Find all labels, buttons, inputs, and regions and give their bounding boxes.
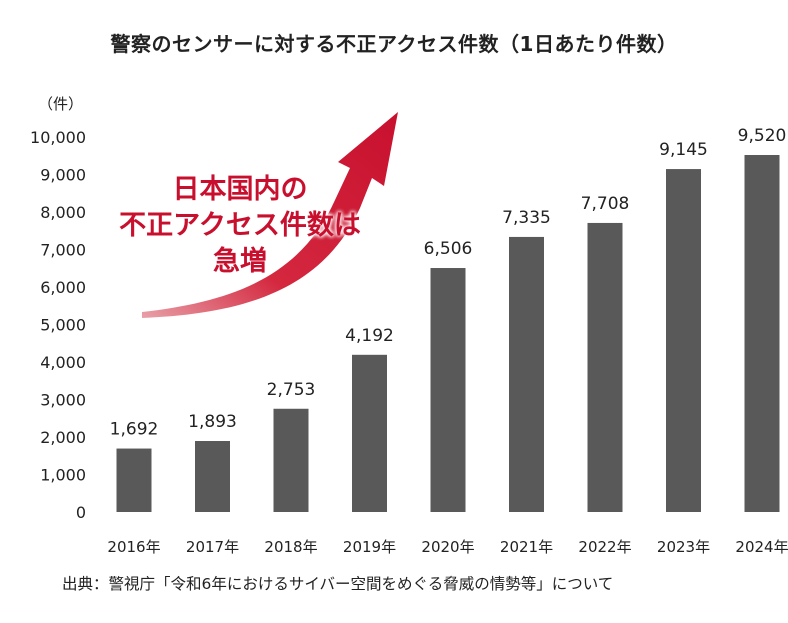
y-tick-label: 10,000 [30,128,86,147]
y-tick-label: 8,000 [40,203,86,222]
y-tick-label: 2,000 [40,428,86,447]
bar [116,448,152,512]
bar [666,169,701,512]
y-tick-label: 3,000 [40,391,86,410]
y-axis: 0 1,000 2,000 3,000 4,000 5,000 6,000 7,000 8,00… [30,128,86,522]
trend-annotation: 日本国内の 不正アクセス件数は 急増 [110,172,370,280]
x-tick-label: 2019年 [343,538,396,556]
bar [352,354,387,512]
annotation-line-3: 急増 [213,246,267,277]
x-tick-label: 2024年 [735,538,788,556]
bar-value-label: 1,692 [110,420,159,440]
value-labels: 1,692 1,893 2,753 4,192 6,506 7,335 7,708 9,145… [110,126,787,440]
y-tick-label: 9,000 [40,166,86,185]
bar-value-label: 9,520 [738,126,787,146]
bar-value-label: 9,145 [659,140,708,160]
annotation-line-1: 日本国内の [172,174,308,205]
bar [587,222,623,512]
source-note: 出典：警視庁「令和6年におけるサイバー空間をめぐる脅威の情勢等」について [62,575,614,593]
bar-value-label: 4,192 [345,326,394,346]
y-tick-label: 4,000 [40,353,86,372]
bar-value-label: 7,708 [581,194,630,214]
bar [509,236,544,512]
x-tick-label: 2023年 [657,538,710,556]
y-tick-label: 7,000 [40,241,86,260]
bars [116,155,780,512]
x-tick-label: 2020年 [421,538,474,556]
y-tick-label: 1,000 [40,466,86,485]
y-axis-unit-label: （件） [38,95,84,113]
upward-trend-arrow [142,112,398,318]
chart-title: 警察のセンサーに対する不正アクセス件数（1日あたり件数） [110,32,678,56]
bar [744,155,780,512]
bar-value-label: 1,893 [188,412,237,432]
y-tick-label: 6,000 [40,278,86,297]
x-tick-label: 2022年 [578,538,631,556]
bar [430,268,466,512]
y-tick-label: 0 [76,503,86,522]
x-tick-label: 2016年 [107,538,160,556]
annotation-line-2: 不正アクセス件数は [119,210,361,241]
y-tick-label: 5,000 [40,316,86,335]
bar-value-label: 2,753 [267,380,316,400]
x-tick-label: 2017年 [186,538,239,556]
x-axis: 2016年 2017年 2018年 2019年 2020年 2021年 2022年 2023年… [107,538,788,556]
bar-value-label: 6,506 [424,239,473,259]
bar [273,408,309,512]
x-tick-label: 2018年 [264,538,317,556]
bar-value-label: 7,335 [502,208,551,228]
x-tick-label: 2021年 [500,538,553,556]
bar [195,441,230,512]
